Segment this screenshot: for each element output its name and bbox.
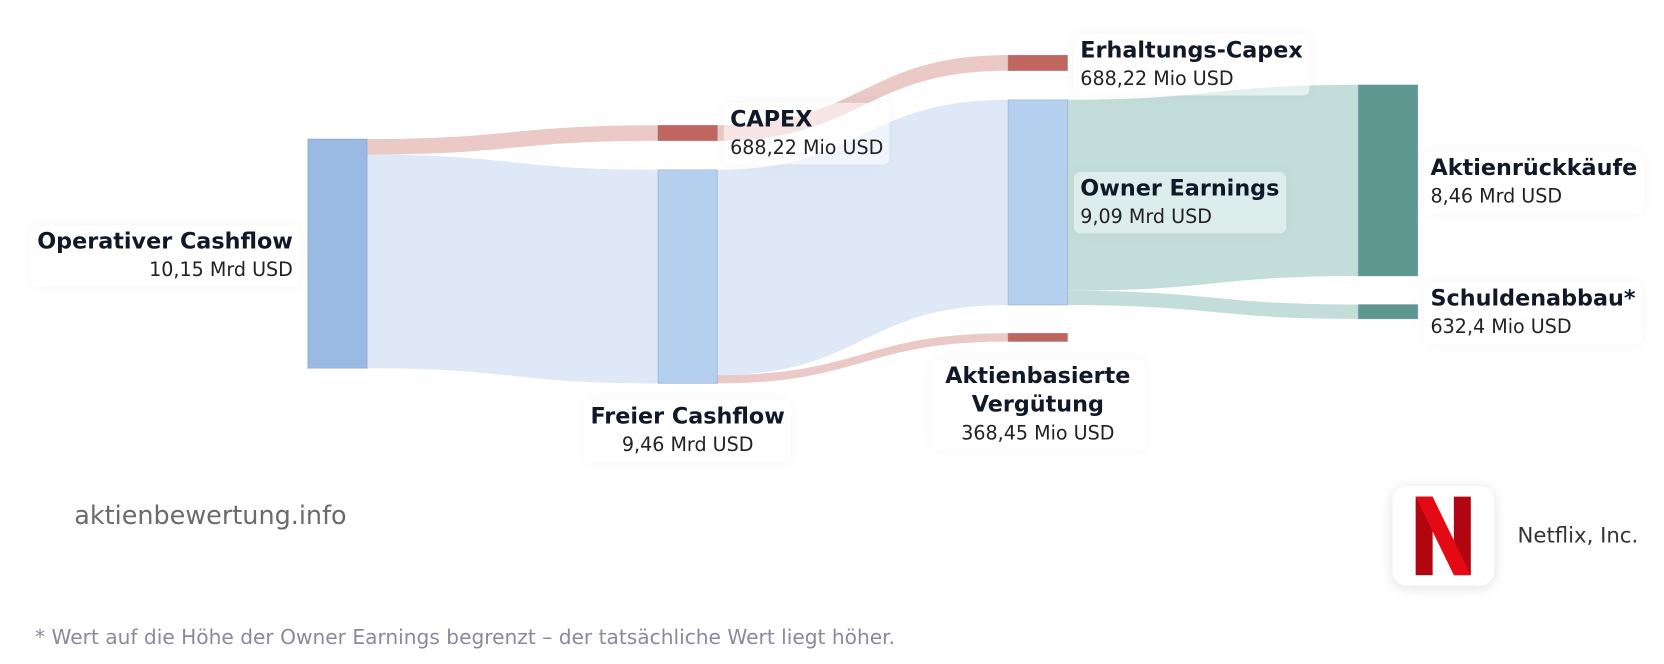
node-name: Freier Cashflow — [590, 403, 785, 429]
node — [657, 169, 718, 384]
node-label: Freier Cashflow 9,46 Mrd USD — [584, 400, 792, 462]
node — [1357, 84, 1419, 277]
node — [307, 138, 368, 369]
node-name: CAPEX — [730, 106, 813, 132]
node — [1007, 332, 1069, 343]
node-name: Erhaltungs-Capex — [1080, 37, 1303, 63]
link — [367, 125, 658, 155]
link — [1067, 290, 1359, 319]
link — [717, 333, 1009, 384]
node-value: 9,09 Mrd USD — [1080, 205, 1212, 229]
node-name: Aktienbasierte Vergütung — [945, 362, 1131, 418]
node-name: Schuldenabbau* — [1430, 285, 1636, 311]
node-label: CAPEX 688,22 Mio USD — [723, 102, 890, 165]
node-label: Aktienrückkäufe 8,46 Mrd USD — [1424, 151, 1644, 214]
company-name: Netflix, Inc. — [1517, 522, 1639, 548]
node-value: 8,46 Mrd USD — [1430, 185, 1563, 208]
node-value: 368,45 Mio USD — [961, 422, 1115, 445]
link — [717, 99, 1009, 376]
node — [1007, 99, 1069, 306]
node-value: 688,22 Mio USD — [730, 136, 884, 160]
node-label: Owner Earnings 9,09 Mrd USD — [1073, 171, 1286, 234]
logo-icon — [1415, 496, 1471, 576]
node-label: Schuldenabbau* 632,4 Mio USD — [1424, 282, 1642, 344]
node — [657, 124, 718, 142]
node — [1357, 304, 1419, 320]
node-name: Operativer Cashflow — [37, 228, 293, 254]
node-value: 632,4 Mio USD — [1430, 316, 1572, 339]
node-name: Owner Earnings — [1080, 175, 1280, 201]
node-label: Operativer Cashflow 10,15 Mrd USD — [30, 224, 300, 287]
company-logo — [1392, 486, 1495, 586]
node-value: 10,15 Mrd USD — [149, 258, 293, 282]
node — [1007, 54, 1069, 72]
link — [367, 154, 658, 384]
watermark: aktienbewertung.info — [74, 500, 347, 531]
node-label: Erhaltungs-Capex 688,22 Mio USD — [1073, 33, 1310, 96]
node-label: Aktienbasierte Vergütung 368,45 Mio USD — [930, 359, 1146, 450]
node-value: 688,22 Mio USD — [1080, 67, 1234, 91]
footnote: * Wert auf die Höhe der Owner Earnings b… — [35, 626, 896, 650]
node-value: 9,46 Mrd USD — [621, 434, 754, 457]
node-name: Aktienrückkäufe — [1430, 154, 1638, 181]
